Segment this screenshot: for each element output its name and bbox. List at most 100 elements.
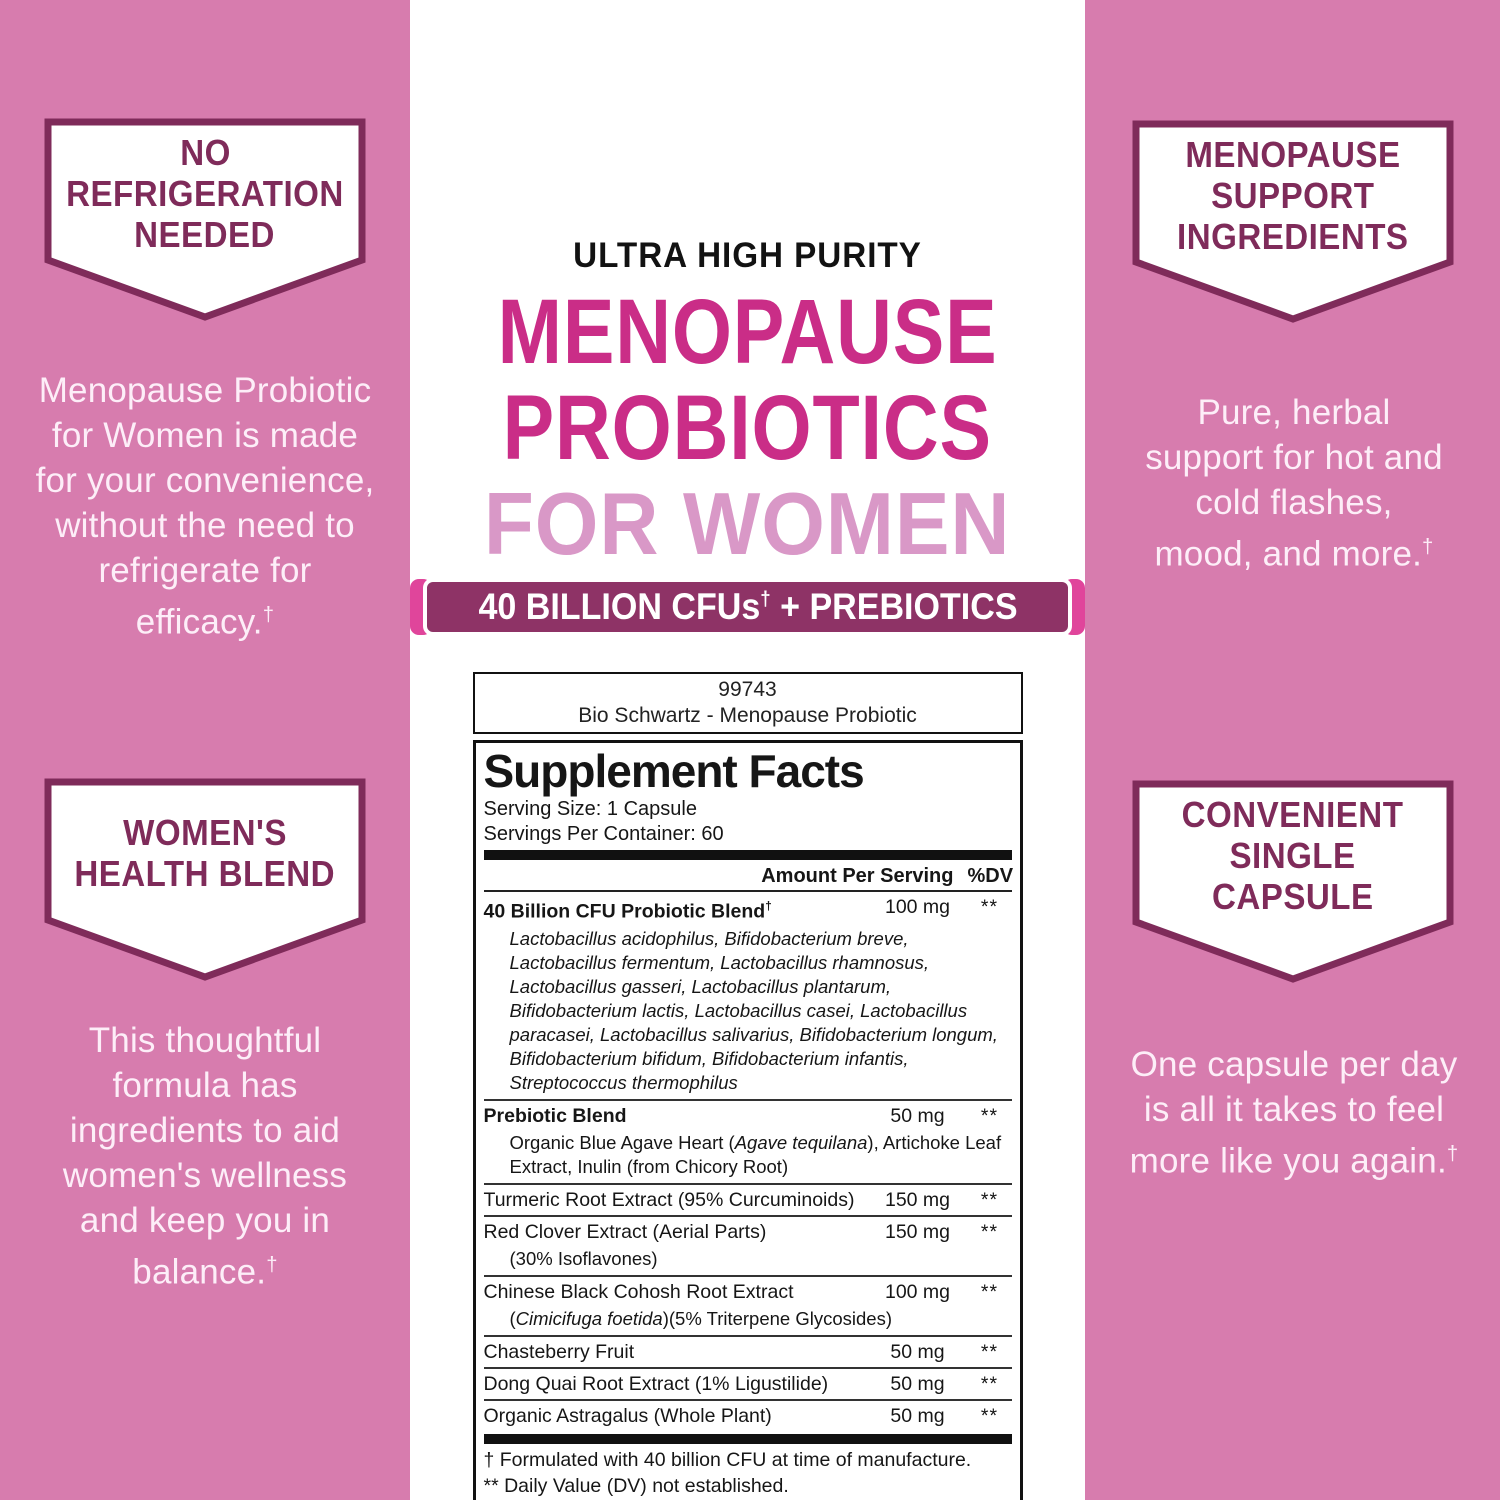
ingredient-dv: **	[980, 1220, 999, 1243]
ingredient-dv: **	[980, 1104, 999, 1127]
badge-no-refrigeration: NO REFRIGERATION NEEDED	[44, 118, 366, 322]
desc-line: This thoughtful	[88, 1021, 322, 1060]
product-code-box: 99743 Bio Schwartz - Menopause Probiotic	[472, 672, 1023, 734]
dagger-icon: †	[765, 900, 772, 913]
left-pink-column: NO REFRIGERATION NEEDED Menopause Probio…	[0, 0, 410, 1500]
product-code-name: Bio Schwartz - Menopause Probiotic	[578, 704, 917, 727]
ingredient-amount: 50 mg	[890, 1340, 945, 1363]
desc-line: without the need to	[55, 506, 355, 545]
desc-line: Menopause Probiotic	[38, 371, 372, 410]
badge-no-refrigeration-title: NO REFRIGERATION NEEDED	[52, 128, 358, 258]
desc-line: formula has	[112, 1066, 298, 1105]
ingredient-name: Dong Quai Root Extract (1% Ligustilide)	[483, 1372, 829, 1395]
servings-per-container: Servings Per Container: 60	[483, 823, 724, 845]
ingredient-amount: 100 mg	[884, 1280, 951, 1303]
desc-line: is all it takes to feel	[1143, 1090, 1445, 1129]
red-clover-detail: (30% Isoflavones)	[509, 1247, 658, 1269]
desc-line: for Women is made	[51, 416, 359, 455]
shield-icon	[1132, 120, 1454, 323]
desc-line: balance.†	[132, 1252, 278, 1292]
badge-title-line: SINGLE	[1229, 834, 1357, 876]
supplement-facts-title: Supplement Facts	[483, 745, 865, 797]
center-label-column: ULTRA HIGH PURITY MENOPAUSE PROBIOTICS F…	[409, 0, 1086, 1500]
badge-womens-health-blend-title: WOMEN'S HEALTH BLEND	[52, 788, 358, 918]
kicker-ultra-high-purity: ULTRA HIGH PURITY	[573, 236, 922, 275]
product-code: 99743	[718, 678, 777, 701]
sf-row-astragalus: Organic Astragalus (Whole Plant) 50 mg *…	[483, 1398, 1012, 1431]
dagger-icon: †	[759, 588, 771, 611]
badge-title-line: NO	[179, 131, 231, 173]
sf-row-dong-quai: Dong Quai Root Extract (1% Ligustilide) …	[483, 1366, 1012, 1399]
ingredient-amount: 100 mg	[884, 896, 951, 918]
ingredient-name: Organic Astragalus (Whole Plant)	[483, 1404, 772, 1427]
badge-title-line: SUPPORT	[1211, 174, 1375, 216]
desc-line: cold flashes,	[1195, 483, 1393, 522]
black-cohosh-detail: (Cimicifuga foetida)(5% Triterpene Glyco…	[509, 1307, 893, 1329]
shield-icon	[44, 778, 366, 981]
convenient-capsule-description: One capsule per day is all it takes to f…	[1107, 1042, 1481, 1184]
desc-line: refrigerate for	[98, 551, 312, 590]
sf-row-chasteberry: Chasteberry Fruit 50 mg **	[483, 1334, 1012, 1367]
sf-row-red-clover: Red Clover Extract (Aerial Parts) 150 mg…	[483, 1214, 1012, 1275]
ingredient-name: Chasteberry Fruit	[483, 1340, 635, 1363]
ingredient-amount: 50 mg	[890, 1104, 945, 1127]
sf-row-black-cohosh: Chinese Black Cohosh Root Extract 100 mg…	[483, 1274, 1012, 1335]
badge-menopause-support-title: MENOPAUSE SUPPORT INGREDIENTS	[1140, 130, 1446, 260]
badge-title-line: CONVENIENT	[1182, 793, 1404, 835]
desc-line: support for hot and	[1145, 438, 1443, 477]
ingredient-name: Prebiotic Blend	[483, 1104, 627, 1127]
sf-row-turmeric: Turmeric Root Extract (95% Curcuminoids)…	[483, 1182, 1012, 1215]
product-title-for-women: FOR WOMEN	[484, 474, 1011, 573]
banner-bar: 40 BILLION CFUs† + PREBIOTICS	[422, 578, 1073, 636]
ingredient-name: Turmeric Root Extract (95% Curcuminoids)	[483, 1188, 855, 1211]
probiotic-species-list: Lactobacillus acidophilus, Bifidobacteri…	[509, 927, 998, 1093]
right-pink-column: MENOPAUSE SUPPORT INGREDIENTS Pure, herb…	[1085, 0, 1500, 1500]
desc-line: and keep you in	[79, 1201, 331, 1240]
ingredient-dv: **	[980, 1372, 999, 1395]
desc-line: more like you again.†	[1129, 1141, 1459, 1181]
ingredient-amount: 50 mg	[890, 1372, 945, 1395]
badge-title-line: REFRIGERATION	[66, 172, 344, 214]
serving-size: Serving Size: 1 Capsule	[483, 798, 697, 820]
desc-line: efficacy.†	[135, 602, 275, 642]
ingredient-amount: 150 mg	[884, 1220, 951, 1243]
badge-convenient-capsule-title: CONVENIENT SINGLE CAPSULE	[1140, 790, 1446, 920]
ingredient-dv: **	[980, 1188, 999, 1211]
badge-menopause-support: MENOPAUSE SUPPORT INGREDIENTS	[1132, 120, 1454, 324]
ingredient-dv: **	[980, 896, 999, 918]
footnote-formulated: † Formulated with 40 billion CFU at time…	[483, 1448, 972, 1471]
desc-line: ingredients to aid	[69, 1111, 341, 1150]
shield-icon	[44, 118, 366, 321]
sf-row-prebiotic-blend: Prebiotic Blend 50 mg ** Organic Blue Ag…	[483, 1098, 1012, 1183]
no-refrigeration-description: Menopause Probiotic for Women is made fo…	[18, 368, 392, 645]
ingredient-dv: **	[980, 1280, 999, 1303]
dv-header: %DV	[967, 865, 1014, 887]
badge-convenient-capsule: CONVENIENT SINGLE CAPSULE	[1132, 780, 1454, 984]
ingredient-amount: 50 mg	[890, 1404, 945, 1427]
desc-line: Pure, herbal	[1197, 393, 1391, 432]
shield-icon	[1132, 780, 1454, 983]
dagger-icon: †	[266, 1254, 278, 1276]
amount-header-row: Amount Per Serving %DV	[483, 863, 1014, 892]
desc-line: mood, and more.†	[1154, 534, 1434, 574]
dagger-icon: †	[1446, 1143, 1459, 1165]
thick-rule	[483, 1433, 1012, 1444]
banner-text: 40 BILLION CFUs† + PREBIOTICS	[477, 586, 1018, 627]
badge-title-line: INGREDIENTS	[1177, 215, 1409, 257]
badge-title-line: NEEDED	[134, 213, 276, 255]
dagger-icon: †	[262, 604, 275, 626]
badge-title-line: CAPSULE	[1212, 875, 1374, 917]
ingredient-dv: **	[980, 1404, 999, 1427]
desc-line: women's wellness	[62, 1156, 348, 1195]
desc-line: One capsule per day	[1130, 1045, 1458, 1084]
badge-title-line: HEALTH BLEND	[74, 853, 336, 894]
menopause-support-description: Pure, herbal support for hot and cold fl…	[1107, 390, 1481, 577]
badge-title-line: MENOPAUSE	[1185, 133, 1401, 175]
ingredient-name: Chinese Black Cohosh Root Extract	[483, 1280, 794, 1303]
womens-health-blend-description: This thoughtful formula has ingredients …	[18, 1018, 392, 1295]
cfu-prebiotics-banner: 40 BILLION CFUs† + PREBIOTICS	[409, 578, 1086, 636]
product-title-menopause: MENOPAUSE	[497, 281, 998, 383]
ingredient-amount: 150 mg	[884, 1188, 951, 1211]
ingredient-dv: **	[980, 1340, 999, 1363]
